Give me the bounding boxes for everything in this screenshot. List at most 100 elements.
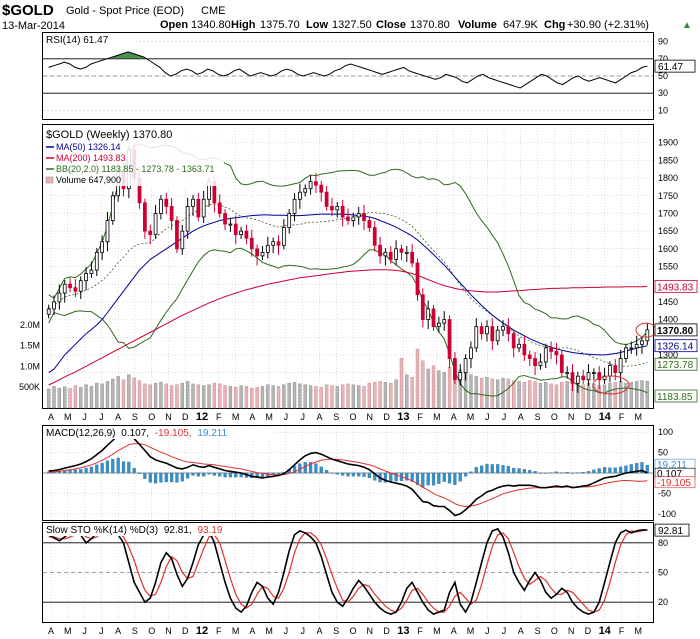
candle-body [276,241,281,246]
macd-hist-bar [581,472,585,474]
volume-y-tick: 1.5M [20,341,40,351]
price-legend-bg [44,126,224,186]
candle-body [431,308,436,328]
low-value: 1327.50 [332,19,372,31]
candle-body [185,205,190,232]
volume-bar [565,381,569,409]
volume-bar [244,386,249,409]
candle-body [474,326,479,349]
macd-hist-bar [335,472,339,475]
price-x-tick: M [635,412,643,422]
rsi-line [48,51,648,89]
volume-bar [276,386,281,409]
volume-bar [255,387,259,409]
volume-bar [169,385,174,409]
candle-body [575,375,580,384]
rsi-y-tick: 50 [658,71,668,81]
macd-hist-bar [538,472,543,474]
volume-bar [287,382,291,409]
panel-frames [42,32,654,623]
rsi-title-bg [44,34,136,46]
volume-bar [239,385,243,409]
volume-bar [437,370,441,409]
macd-tag-label: 19.211 [657,460,687,471]
volume-bar [137,380,142,409]
macd-hist-bar [421,472,425,488]
sto-k-line [48,527,648,616]
candle-body [89,269,94,274]
rsi-y-tick: 90 [658,37,668,47]
macd-hist-bar [314,463,318,474]
candle-body [244,230,249,239]
sto-x-tick: F [619,626,625,636]
volume-bar [57,387,62,409]
candle-body [180,230,185,250]
candle-body [463,358,468,374]
macd-hist-bar [549,472,553,474]
volume-bar [399,357,404,409]
candle-body [645,329,650,342]
candle-body [362,213,366,221]
candle-body [303,188,308,193]
highlight-circle-low [592,375,630,395]
candle-body [517,343,521,349]
candle-body [629,347,634,350]
candle-body [624,347,628,359]
volume-bar [228,386,233,409]
price-tag-ma200: 1493.83 [657,282,694,293]
price-x-tick: D [585,412,592,422]
price-y-tick: 1550 [658,262,678,272]
macd-hist-bar [111,458,115,474]
macd-hist-bar [330,472,334,474]
macd-hist-bar [180,472,184,482]
price-x-tick: J [284,412,289,422]
candle-body [164,198,169,207]
macd-title-name: MACD(12,26,9) [46,428,115,439]
candle-body [436,322,441,328]
macd-hist-bar [121,461,126,474]
candle-body [78,280,83,292]
volume-bar [180,382,184,409]
volume-bar [340,384,345,409]
candle-body [447,319,452,359]
price-x-tick: J [300,412,305,422]
volume-bar [271,385,275,409]
macd-hist-bar [410,472,414,482]
candle-body [298,191,302,200]
macd-hist-bar [613,467,617,474]
close-label: Close [376,19,406,31]
macd-hist-bar [597,468,601,474]
price-x-tick: A [316,412,322,422]
candle-body [143,202,147,232]
candle-body [554,350,559,356]
macd-title-signal: -19.105, [155,428,192,439]
volume-bar [517,381,521,409]
ma200-legend: MA(200) 1493.83 [56,153,126,163]
candle-body [442,319,447,324]
candle-body [175,220,179,250]
candle-body [46,308,51,315]
volume-bar [479,377,484,409]
volume-bar [383,382,388,409]
macd-hist-bar [560,472,564,474]
volume-bar [95,382,99,409]
volume-bar [191,383,195,409]
macd-hist-bar [389,472,393,483]
macd-title: MACD(12,26,9) 0.107, -19.105, 19.211 [46,428,228,439]
volume-bar [207,384,211,409]
volume-bar [405,374,409,409]
volume-bar [116,376,120,409]
candle-body [68,283,72,289]
macd-hist-bar [234,472,238,478]
volume-bar [608,382,612,409]
rsi-value-label: 61.47 [658,62,683,73]
macd-hist-bar [228,472,233,478]
price-y-tick: 1750 [658,191,678,201]
candle-body [356,213,361,218]
volume-y-tick: 1.0M [20,361,40,371]
sto-x-tick: M [265,626,273,636]
macd-y-tick: 50 [658,448,668,458]
price-x-tick: J [485,412,490,422]
candle-body [490,326,495,342]
rsi-y-tick: 10 [658,105,668,115]
